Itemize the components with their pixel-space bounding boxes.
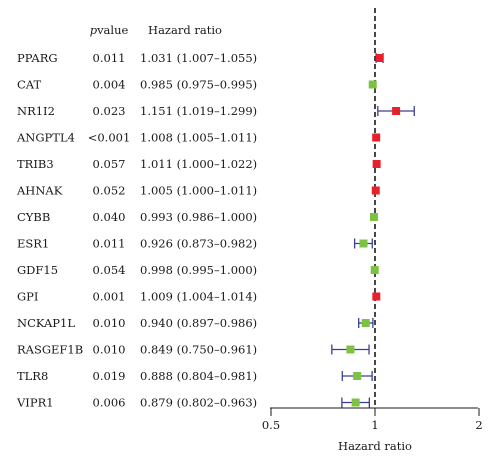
gene-label: CYBB (17, 210, 50, 224)
hr-point-decrease (368, 80, 377, 89)
gene-label: GDF15 (17, 263, 58, 277)
p-value-cell: <0.001 (88, 131, 131, 145)
table-rows: PPARG 0.011 1.031 (1.007–1.055) CAT 0.004 0.9… (16, 51, 257, 410)
gene-label: VIPR1 (16, 396, 54, 410)
p-value-header: pvalue (90, 23, 129, 37)
p-value-cell: 0.010 (93, 343, 126, 357)
hr-point-increase (372, 160, 381, 168)
gene-label: RASGEF1B (17, 343, 83, 357)
hazard-ratio-cell: 1.011 (1.000–1.022) (140, 157, 257, 171)
hazard-ratio-cell: 0.926 (0.873–0.982) (140, 237, 257, 251)
hazard-ratio-header: Hazard ratio (148, 23, 222, 37)
p-value-cell: 0.011 (93, 51, 126, 65)
x-axis-tick-label: 0.5 (262, 418, 280, 432)
hr-point-decrease (369, 213, 378, 221)
p-value-cell: 0.040 (93, 210, 126, 224)
hazard-ratio-cell: 1.009 (1.004–1.014) (140, 290, 257, 304)
hazard-ratio-cell: 0.940 (0.897–0.986) (140, 316, 257, 330)
x-axis: 0.5 1 2 (262, 407, 483, 432)
hr-point-decrease (361, 319, 370, 327)
hazard-ratio-cell: 0.879 (0.802–0.963) (140, 396, 257, 410)
gene-label: TLR8 (17, 369, 48, 383)
gene-label: TRIB3 (17, 157, 54, 171)
hazard-ratio-cell: 1.005 (1.000–1.011) (140, 184, 257, 198)
hr-point-increase (372, 133, 381, 142)
gene-label: ESR1 (17, 237, 49, 251)
p-value-cell: 0.057 (93, 157, 126, 171)
hr-point-increase (371, 186, 380, 195)
gene-label: NCKAP1L (17, 316, 75, 330)
hr-point-decrease (353, 372, 362, 380)
x-axis-tick-label: 2 (475, 418, 482, 432)
gene-label: CAT (17, 78, 41, 92)
hazard-ratio-cell: 0.849 (0.750–0.961) (140, 343, 257, 357)
p-value-cell: 0.019 (93, 369, 126, 383)
hr-point-decrease (351, 398, 360, 407)
gene-label: NR1I2 (17, 104, 55, 118)
hr-point-decrease (346, 345, 355, 354)
x-axis-label: Hazard ratio (338, 439, 412, 453)
gene-label: GPI (17, 290, 38, 304)
hr-point-decrease (370, 266, 379, 274)
forest-marks (331, 53, 415, 408)
x-axis-tick-label: 1 (371, 418, 378, 432)
p-value-cell: 0.004 (93, 78, 126, 92)
hazard-ratio-cell: 1.151 (1.019–1.299) (140, 104, 257, 118)
p-value-cell: 0.001 (93, 290, 126, 304)
hazard-ratio-cell: 0.998 (0.995–1.000) (140, 263, 257, 277)
p-value-cell: 0.010 (93, 316, 126, 330)
p-value-cell: 0.054 (93, 263, 126, 277)
gene-label: PPARG (17, 51, 58, 65)
hr-point-increase (375, 54, 384, 62)
hazard-ratio-cell: 1.008 (1.005–1.011) (140, 131, 257, 145)
p-value-cell: 0.006 (93, 396, 126, 410)
hazard-ratio-cell: 0.993 (0.986–1.000) (140, 210, 257, 224)
hr-point-decrease (359, 239, 368, 248)
gene-label: ANGPTL4 (16, 131, 75, 145)
hr-point-increase (372, 292, 381, 301)
p-value-cell: 0.011 (93, 237, 126, 251)
hazard-ratio-cell: 0.888 (0.804–0.981) (140, 369, 257, 383)
hazard-ratio-cell: 1.031 (1.007–1.055) (140, 51, 257, 65)
hr-point-increase (392, 107, 401, 115)
p-value-header-rest: value (96, 23, 128, 37)
p-value-cell: 0.052 (93, 184, 126, 198)
p-value-cell: 0.023 (93, 104, 126, 118)
gene-label: AHNAK (16, 184, 63, 198)
p-value-header-italic: p (90, 23, 98, 37)
hazard-ratio-cell: 0.985 (0.975–0.995) (140, 78, 257, 92)
